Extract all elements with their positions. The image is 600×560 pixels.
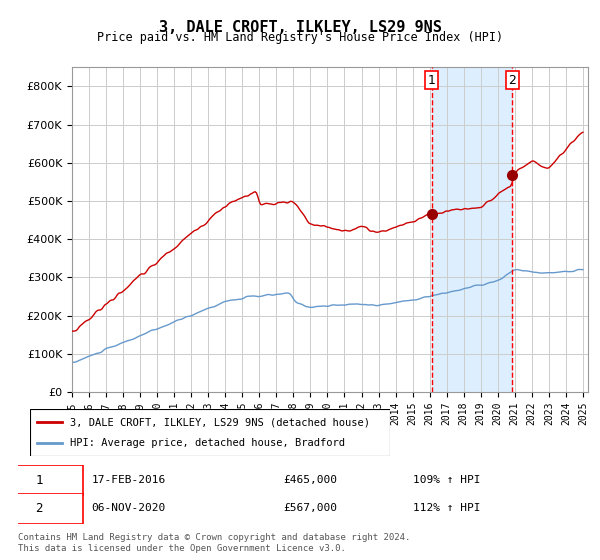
- Text: HPI: Average price, detached house, Bradford: HPI: Average price, detached house, Brad…: [70, 438, 344, 448]
- Text: 3, DALE CROFT, ILKLEY, LS29 9NS: 3, DALE CROFT, ILKLEY, LS29 9NS: [158, 20, 442, 35]
- Text: £567,000: £567,000: [283, 503, 337, 513]
- Text: 109% ↑ HPI: 109% ↑ HPI: [413, 475, 480, 485]
- Text: 3, DALE CROFT, ILKLEY, LS29 9NS (detached house): 3, DALE CROFT, ILKLEY, LS29 9NS (detache…: [70, 417, 370, 427]
- Text: 2: 2: [35, 502, 43, 515]
- Text: 2: 2: [508, 74, 516, 87]
- Text: 17-FEB-2016: 17-FEB-2016: [91, 475, 166, 485]
- Text: 1: 1: [35, 474, 43, 487]
- Text: 06-NOV-2020: 06-NOV-2020: [91, 503, 166, 513]
- FancyBboxPatch shape: [0, 465, 83, 496]
- Text: 1: 1: [428, 74, 436, 87]
- Text: Contains HM Land Registry data © Crown copyright and database right 2024.
This d: Contains HM Land Registry data © Crown c…: [18, 533, 410, 553]
- FancyBboxPatch shape: [30, 409, 390, 456]
- Bar: [431, 67, 512, 392]
- FancyBboxPatch shape: [0, 493, 83, 524]
- Text: 112% ↑ HPI: 112% ↑ HPI: [413, 503, 480, 513]
- Text: £465,000: £465,000: [283, 475, 337, 485]
- Text: Price paid vs. HM Land Registry's House Price Index (HPI): Price paid vs. HM Land Registry's House …: [97, 31, 503, 44]
